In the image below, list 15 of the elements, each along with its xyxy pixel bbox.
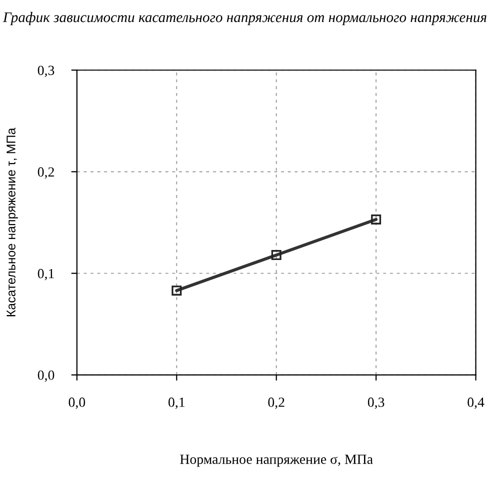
y-tick-label: 0,1: [38, 268, 54, 280]
x-tick-label: 0,2: [268, 398, 284, 409]
x-tick-label: 0,1: [168, 398, 184, 409]
y-tick-label: 0,2: [38, 167, 54, 179]
x-tick-label: 0,0: [68, 398, 86, 409]
y-axis-title: Касательное напряжение τ, МПа: [6, 128, 18, 316]
x-tick-label: 0,3: [368, 398, 384, 409]
y-tick-label: 0,3: [38, 66, 54, 78]
x-axis-title: Нормальное напряжение σ, МПа: [180, 454, 373, 467]
chart-title: График зависимости касательного напряжения от нормального напряжения: [2, 12, 486, 26]
x-tick-label: 0,4: [468, 398, 484, 409]
point: [172, 286, 182, 296]
y-tick-label: 0,0: [38, 370, 54, 382]
point: [371, 214, 382, 224]
point: [271, 250, 282, 260]
